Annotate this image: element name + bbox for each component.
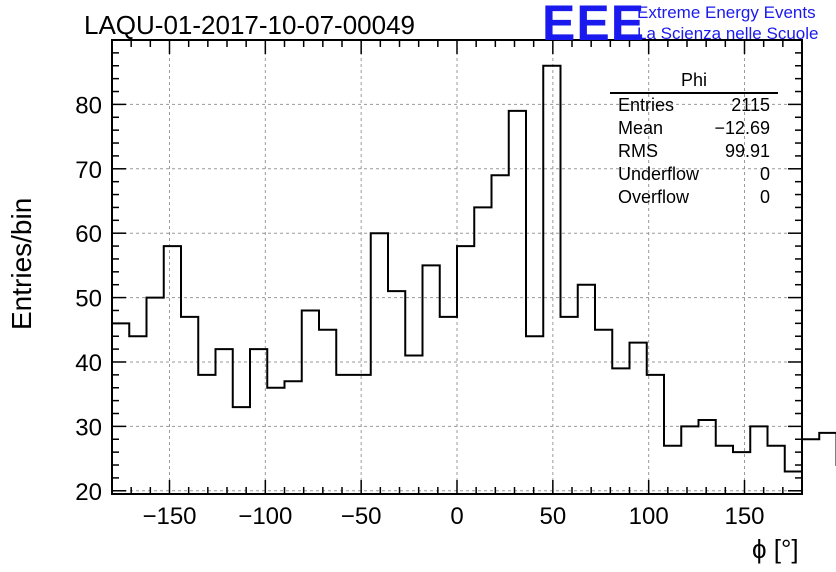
histogram-bin	[526, 336, 543, 494]
x-tick-label: −50	[341, 503, 382, 530]
histogram-bin	[164, 246, 181, 494]
stats-label: Overflow	[618, 187, 690, 207]
stats-value: 99.91	[724, 141, 770, 161]
histogram-bin	[819, 433, 836, 494]
stats-label: Entries	[618, 95, 675, 115]
stats-label: RMS	[618, 141, 658, 161]
histogram-bin	[561, 317, 578, 494]
histogram-bin	[630, 343, 647, 494]
histogram-bin	[699, 420, 716, 494]
histogram-bin	[612, 368, 629, 494]
y-tick-label: 60	[75, 221, 102, 248]
histogram-bin	[405, 356, 422, 494]
stats-row-underflow: Underflow 0	[610, 163, 778, 186]
histogram-bin	[457, 246, 474, 494]
y-tick-label: 70	[75, 157, 102, 184]
logo-line-2: La Scienza nelle Scuole	[637, 24, 819, 43]
stats-value: −12.69	[714, 118, 770, 138]
y-tick-label: 40	[75, 350, 102, 377]
eee-logo: EEE	[542, 0, 646, 51]
histogram-bin	[733, 452, 750, 494]
stats-title: Phi	[610, 70, 778, 94]
x-tick-label: −150	[142, 503, 196, 530]
stats-row-entries: Entries 2115	[610, 94, 778, 117]
histogram-bin	[509, 111, 526, 494]
y-tick-label: 30	[75, 414, 102, 441]
histogram-bars	[111, 64, 836, 494]
stats-label: Mean	[618, 118, 664, 138]
logo-line-1: Extreme Energy Events	[637, 3, 816, 22]
histogram-bin	[423, 265, 440, 494]
y-tick-label: 20	[75, 479, 102, 506]
histogram-bin	[750, 426, 767, 494]
y-axis-label: Entries/bin	[6, 197, 37, 330]
histogram-bin	[802, 439, 819, 494]
histogram-outline	[111, 64, 836, 494]
stats-row-rms: RMS 99.91	[610, 140, 778, 163]
stats-value: 2115	[731, 95, 770, 115]
histogram-bin	[181, 317, 198, 494]
histogram-bin	[647, 375, 664, 494]
y-tick-label: 50	[75, 286, 102, 313]
axis-ticks	[111, 39, 803, 494]
stats-box: Phi Entries 2115 Mean −12.69 RMS 99.91 U…	[610, 70, 778, 209]
histogram-bin	[267, 388, 284, 494]
x-tick-label: 50	[539, 503, 566, 530]
histogram-bin	[681, 426, 698, 494]
histogram-bin	[285, 381, 302, 494]
histogram-bin	[474, 207, 491, 494]
x-tick-label: 150	[724, 503, 764, 530]
stats-label: Underflow	[618, 164, 700, 184]
histogram-bin	[371, 233, 388, 494]
x-tick-label: 100	[629, 503, 669, 530]
grid-lines	[112, 40, 802, 494]
stats-value: 0	[759, 164, 770, 184]
histogram-bin	[578, 285, 595, 494]
stats-row-overflow: Overflow 0	[610, 186, 778, 209]
tick-labels: −150 −100 −50 0 50 100 150 20 30 40 50 60 70 80	[75, 92, 764, 530]
histogram-bin	[543, 66, 560, 494]
y-tick-label: 80	[75, 92, 102, 119]
histogram-bin	[768, 446, 785, 494]
histogram-bin	[388, 291, 405, 494]
stats-row-mean: Mean −12.69	[610, 117, 778, 140]
stats-value: 0	[759, 187, 770, 207]
histogram-bin	[664, 446, 681, 494]
histogram-bin	[319, 330, 336, 494]
histogram-bin	[716, 446, 733, 494]
histogram-bin	[233, 407, 250, 494]
histogram-bin	[250, 349, 267, 494]
x-tick-label: −100	[238, 503, 292, 530]
histogram-bin	[354, 375, 371, 494]
histogram-bin	[129, 336, 146, 494]
x-axis-label: ϕ [°]	[752, 534, 799, 564]
histogram-bin	[336, 375, 353, 494]
histogram-bin	[147, 298, 164, 494]
x-tick-label: 0	[450, 503, 463, 530]
histogram-bin	[492, 175, 509, 494]
histogram-bin	[302, 310, 319, 494]
chart-title: LAQU-01-2017-10-07-00049	[84, 10, 415, 40]
histogram-bin	[198, 375, 215, 494]
histogram-bin	[595, 330, 612, 494]
histogram-bin	[216, 349, 233, 494]
histogram-bin	[440, 317, 457, 494]
